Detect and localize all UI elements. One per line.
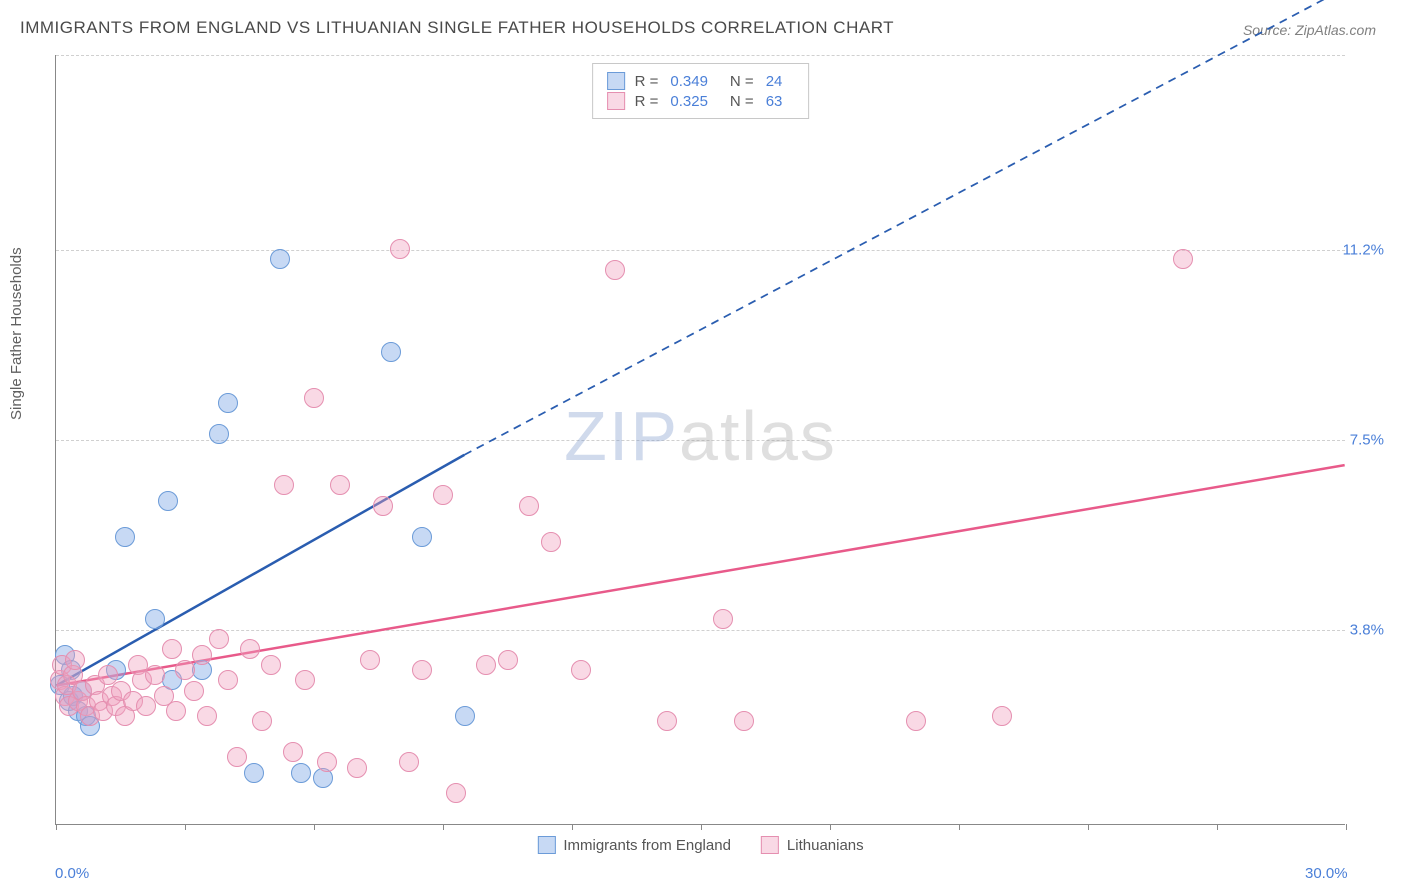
source-attribution: Source: ZipAtlas.com (1243, 22, 1376, 38)
data-point (657, 711, 677, 731)
x-tick-label: 30.0% (1305, 865, 1348, 882)
legend-n-label: N = (730, 93, 754, 110)
data-point (274, 475, 294, 495)
data-point (166, 701, 186, 721)
legend-r-label: R = (635, 93, 659, 110)
data-point (304, 388, 324, 408)
data-point (218, 393, 238, 413)
legend-stats-row: R = 0.325 N = 63 (607, 92, 795, 110)
data-point (906, 711, 926, 731)
data-point (713, 609, 733, 629)
data-point (209, 629, 229, 649)
data-point (158, 491, 178, 511)
x-tick (443, 824, 444, 830)
data-point (145, 665, 165, 685)
data-point (244, 763, 264, 783)
legend-series-item: Immigrants from England (537, 836, 731, 854)
data-point (373, 496, 393, 516)
data-point (360, 650, 380, 670)
legend-r-value: 0.325 (670, 93, 708, 110)
data-point (476, 655, 496, 675)
x-tick (185, 824, 186, 830)
data-point (295, 670, 315, 690)
legend-series-item: Lithuanians (761, 836, 864, 854)
x-tick (701, 824, 702, 830)
legend-swatch (607, 72, 625, 90)
legend-series-label: Immigrants from England (563, 837, 731, 854)
legend-stats-row: R = 0.349 N = 24 (607, 72, 795, 90)
x-tick-label: 0.0% (55, 865, 89, 882)
data-point (446, 783, 466, 803)
data-point (571, 660, 591, 680)
y-tick-label: 11.2% (1343, 242, 1384, 259)
data-point (115, 527, 135, 547)
data-point (605, 260, 625, 280)
data-point (192, 645, 212, 665)
trend-lines-layer (56, 55, 1345, 824)
data-point (541, 532, 561, 552)
legend-r-value: 0.349 (670, 73, 708, 90)
data-point (283, 742, 303, 762)
y-tick-label: 7.5% (1350, 432, 1384, 449)
x-tick (1346, 824, 1347, 830)
data-point (240, 639, 260, 659)
data-point (252, 711, 272, 731)
legend-n-value: 63 (766, 93, 783, 110)
y-axis-label: Single Father Households (8, 247, 25, 420)
data-point (330, 475, 350, 495)
data-point (145, 609, 165, 629)
data-point (270, 249, 290, 269)
x-tick (830, 824, 831, 830)
data-point (455, 706, 475, 726)
data-point (197, 706, 217, 726)
data-point (218, 670, 238, 690)
data-point (317, 752, 337, 772)
data-point (347, 758, 367, 778)
data-point (261, 655, 281, 675)
data-point (209, 424, 229, 444)
x-tick (959, 824, 960, 830)
plot-area: R =0.349N =24R =0.325N =63 ZIPatlas Immi… (55, 55, 1345, 825)
legend-series: Immigrants from England Lithuanians (537, 836, 863, 854)
data-point (1173, 249, 1193, 269)
data-point (519, 496, 539, 516)
data-point (992, 706, 1012, 726)
x-tick (1088, 824, 1089, 830)
legend-r-label: R = (635, 73, 659, 90)
data-point (184, 681, 204, 701)
data-point (65, 650, 85, 670)
data-point (412, 527, 432, 547)
legend-n-value: 24 (766, 73, 783, 90)
data-point (412, 660, 432, 680)
x-tick (314, 824, 315, 830)
data-point (162, 639, 182, 659)
legend-n-label: N = (730, 73, 754, 90)
x-tick (572, 824, 573, 830)
y-tick-label: 3.8% (1350, 621, 1384, 638)
legend-stats: R = 0.349 N = 24 R = 0.325 N = 63 (592, 63, 810, 119)
legend-swatch (761, 836, 779, 854)
data-point (390, 239, 410, 259)
data-point (734, 711, 754, 731)
data-point (227, 747, 247, 767)
legend-series-label: Lithuanians (787, 837, 864, 854)
data-point (175, 660, 195, 680)
x-tick (1217, 824, 1218, 830)
legend-swatch (607, 92, 625, 110)
data-point (498, 650, 518, 670)
data-point (399, 752, 419, 772)
x-tick (56, 824, 57, 830)
data-point (433, 485, 453, 505)
data-point (291, 763, 311, 783)
legend-swatch (537, 836, 555, 854)
data-point (381, 342, 401, 362)
chart-title: IMMIGRANTS FROM ENGLAND VS LITHUANIAN SI… (20, 18, 894, 38)
